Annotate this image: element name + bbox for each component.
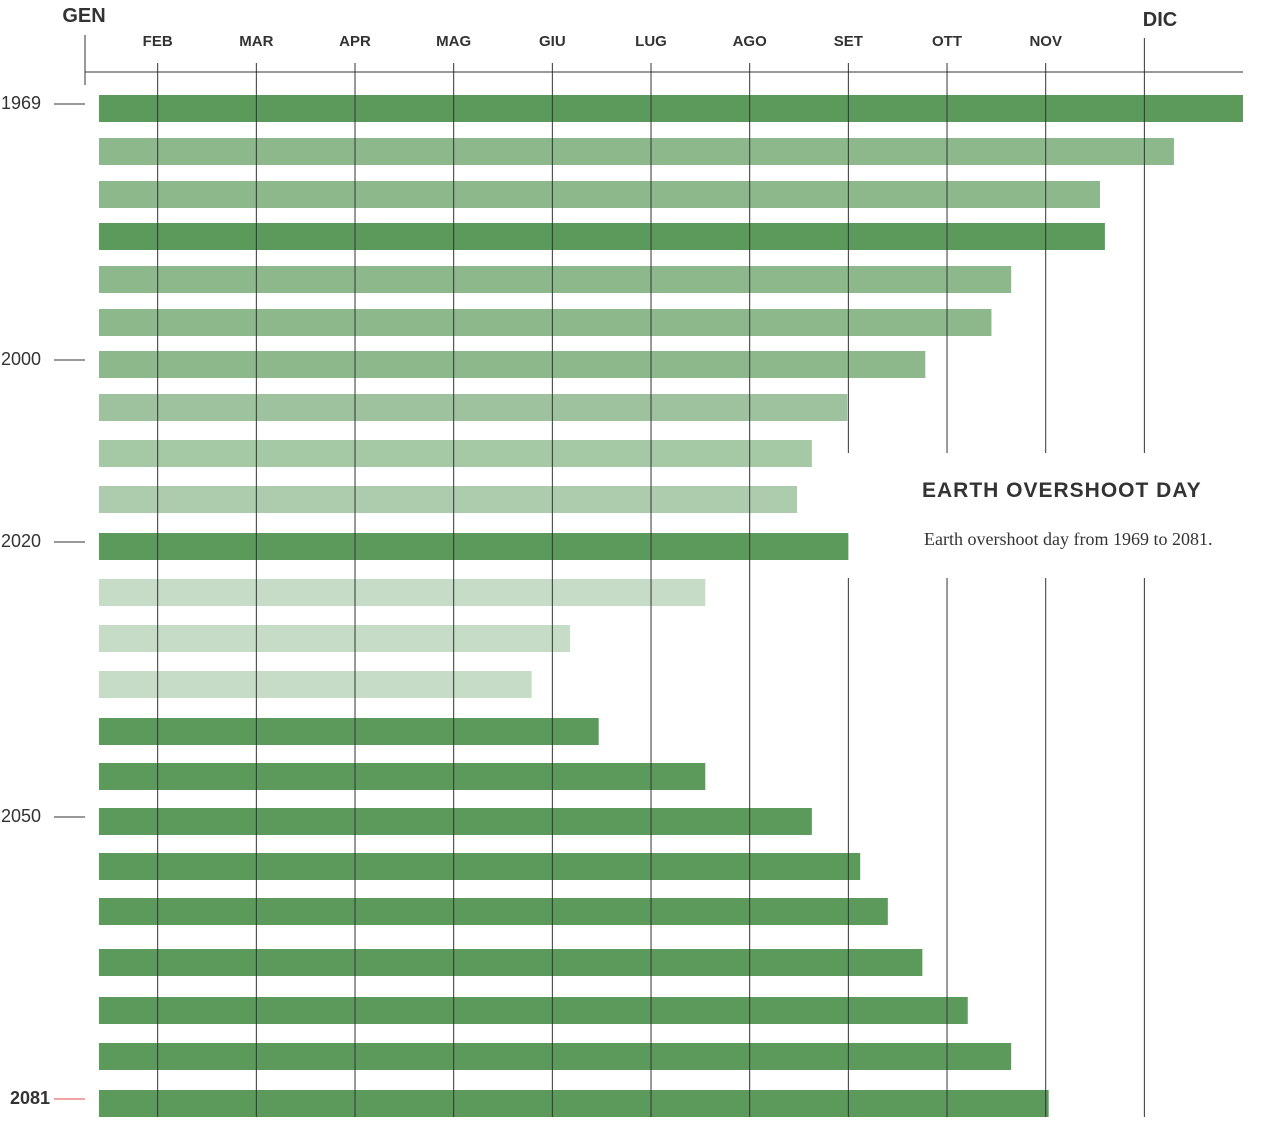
chart-title: EARTH OVERSHOOT DAY [922, 479, 1202, 502]
bar-16 [99, 808, 812, 835]
month-axis: GEN DIC FEB MAR APR MAG GIU LUG AGO SET OTT NOV [62, 5, 1243, 85]
month-label-end: DIC [1143, 9, 1177, 31]
chart-subtitle: Earth overshoot day from 1969 to 2081. [924, 529, 1213, 549]
bar-17 [99, 853, 861, 880]
month-label-set: SET [834, 33, 863, 50]
bar-2 [99, 181, 1100, 208]
bar-0 [99, 95, 1243, 122]
bar-6 [99, 351, 926, 378]
bar-1 [99, 138, 1174, 165]
bar-5 [99, 309, 992, 336]
bar-13 [99, 671, 532, 698]
bar-22 [99, 1090, 1049, 1117]
bar-4 [99, 266, 1012, 293]
bar-14 [99, 718, 599, 745]
bar-12 [99, 625, 571, 652]
year-label-2081: 2081 [10, 1088, 50, 1108]
gridlines [157, 38, 1145, 1117]
month-label-feb: FEB [143, 33, 173, 50]
month-label-ott: OTT [932, 33, 962, 50]
bar-19 [99, 949, 923, 976]
year-label-2050: 2050 [1, 806, 41, 826]
bar-7 [99, 394, 848, 421]
month-label-mar: MAR [239, 33, 273, 50]
annotation-box: EARTH OVERSHOOT DAY Earth overshoot day … [900, 455, 1260, 577]
month-label-nov: NOV [1029, 33, 1062, 50]
month-label-mag: MAG [436, 33, 471, 50]
year-labels: 1969 2000 2020 2050 2081 [1, 93, 85, 1108]
bars-layer [99, 95, 1243, 1117]
month-label-ago: AGO [733, 33, 768, 50]
bar-3 [99, 223, 1105, 250]
year-label-2020: 2020 [1, 531, 41, 551]
year-label-1969: 1969 [1, 93, 41, 113]
bar-18 [99, 898, 888, 925]
month-label-lug: LUG [635, 33, 667, 50]
month-label-start: GEN [62, 5, 105, 27]
bar-21 [99, 1043, 1012, 1070]
month-label-giu: GIU [539, 33, 566, 50]
bar-20 [99, 997, 968, 1024]
bar-8 [99, 440, 812, 467]
bar-15 [99, 763, 706, 790]
year-label-2000: 2000 [1, 349, 41, 369]
bar-11 [99, 579, 706, 606]
bar-10 [99, 533, 849, 560]
bar-9 [99, 486, 798, 513]
month-label-apr: APR [339, 33, 371, 50]
